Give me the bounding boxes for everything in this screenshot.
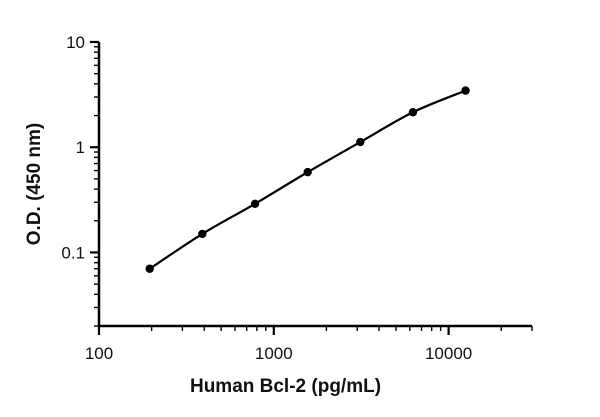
x-tick-label: 10000 [425,344,472,363]
data-points [145,86,470,273]
fit-curve [149,89,466,270]
data-point [250,199,260,208]
y-tick-label: 1 [76,138,85,157]
data-point [198,229,207,239]
x-tick-label: 1000 [255,344,293,363]
ticks: 100 1000 10000 0.1 1 10 [61,33,533,363]
data-point [303,167,312,177]
axes [97,42,532,328]
plot-area [145,86,470,273]
y-axis-title: O.D. (450 nm) [24,123,45,245]
y-tick-label: 10 [66,33,85,52]
x-tick-label: 100 [85,344,113,363]
data-point [145,264,154,273]
data-point [461,86,470,95]
data-point [356,137,365,147]
data-point [408,108,418,117]
x-axis-title: Human Bcl-2 (pg/mL) [190,376,381,397]
y-tick-label: 0.1 [61,243,85,262]
